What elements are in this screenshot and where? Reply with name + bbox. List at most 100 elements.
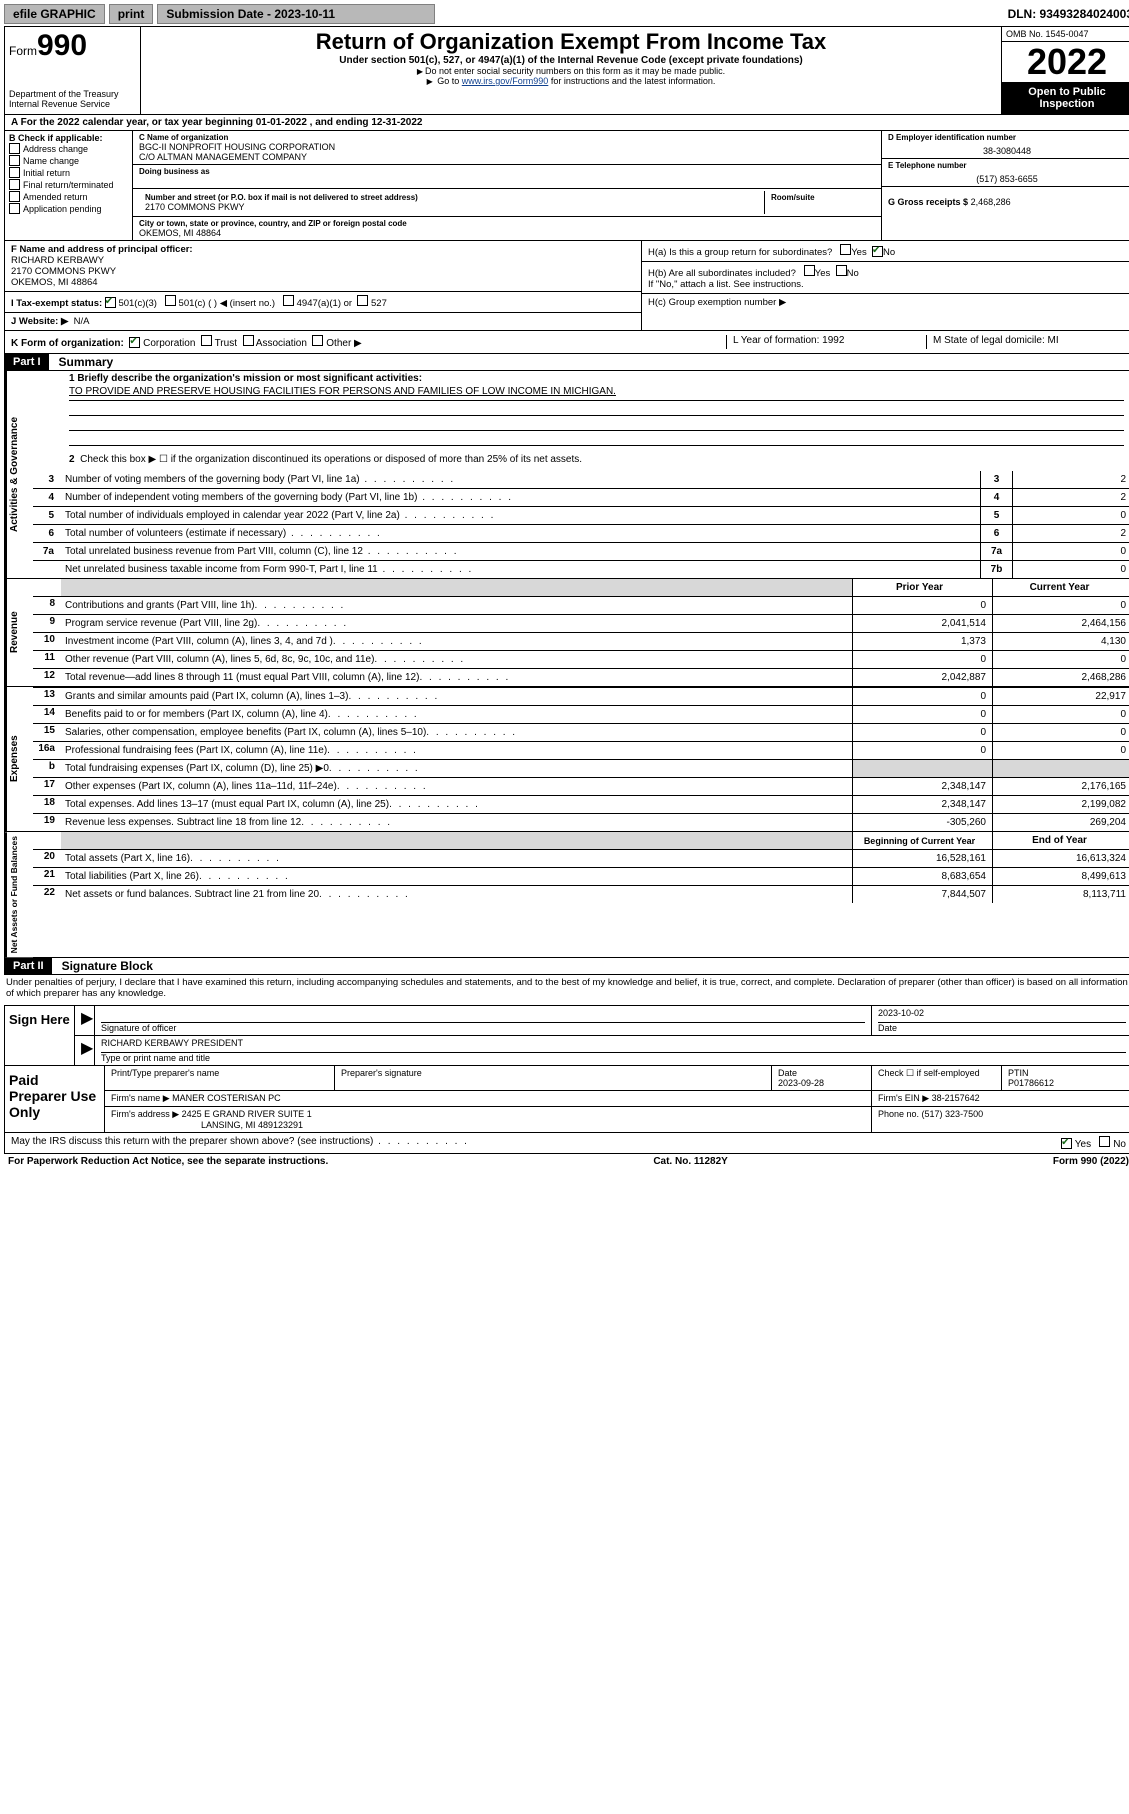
checkbox[interactable] bbox=[9, 155, 20, 166]
opt-501c3: 501(c)(3) bbox=[118, 298, 157, 309]
opt-corp: Corporation bbox=[143, 338, 195, 349]
line-current: 8,499,613 bbox=[992, 868, 1129, 885]
section-net-assets: Net Assets or Fund Balances Beginning of… bbox=[4, 832, 1129, 958]
line-num: 16a bbox=[33, 742, 61, 759]
discuss-no-checkbox[interactable] bbox=[1099, 1136, 1110, 1147]
assoc-checkbox[interactable] bbox=[243, 335, 254, 346]
row-hc: H(c) Group exemption number ▶ bbox=[642, 294, 1129, 311]
discuss-row: May the IRS discuss this return with the… bbox=[4, 1133, 1129, 1154]
dba-value bbox=[139, 176, 875, 186]
ha-label: H(a) Is this a group return for subordin… bbox=[648, 247, 832, 258]
line-desc: Salaries, other compensation, employee b… bbox=[61, 724, 852, 741]
501c-checkbox[interactable] bbox=[165, 295, 176, 306]
discuss-yes-checkbox[interactable] bbox=[1061, 1138, 1072, 1149]
header-left: Form990 Department of the Treasury Inter… bbox=[5, 27, 141, 114]
ha-no-checkbox[interactable] bbox=[872, 246, 883, 257]
subtitle-1: Under section 501(c), 527, or 4947(a)(1)… bbox=[147, 55, 995, 66]
gov-line: 6Total number of volunteers (estimate if… bbox=[33, 524, 1129, 542]
trust-checkbox[interactable] bbox=[201, 335, 212, 346]
sub3-post: for instructions and the latest informat… bbox=[548, 76, 715, 86]
line-desc: Total expenses. Add lines 13–17 (must eq… bbox=[61, 796, 852, 813]
gross-value: 2,468,286 bbox=[971, 197, 1011, 207]
checkbox[interactable] bbox=[9, 143, 20, 154]
vlabel-revenue: Revenue bbox=[5, 579, 33, 686]
line-desc: Total number of volunteers (estimate if … bbox=[61, 527, 980, 540]
city-label: City or town, state or province, country… bbox=[139, 219, 875, 228]
opt-527: 527 bbox=[371, 298, 387, 309]
dba-label: Doing business as bbox=[139, 167, 875, 176]
line-val: 2 bbox=[1012, 489, 1129, 506]
form-number: 990 bbox=[37, 29, 87, 62]
sig-arrow-icon: ▶ bbox=[75, 1006, 95, 1035]
officer-addr1: 2170 COMMONS PKWY bbox=[11, 266, 116, 277]
line1-label: 1 Briefly describe the organization's mi… bbox=[69, 373, 422, 384]
subtitle-3: Go to www.irs.gov/Form990 for instructio… bbox=[147, 76, 995, 86]
line-prior: 16,528,161 bbox=[852, 850, 992, 867]
line-num: 13 bbox=[33, 688, 61, 705]
header-right: OMB No. 1545-0047 2022 Open to Public In… bbox=[1002, 27, 1129, 114]
discuss-no: No bbox=[1113, 1139, 1126, 1150]
line-prior: 8,683,654 bbox=[852, 868, 992, 885]
data-line: 13Grants and similar amounts paid (Part … bbox=[33, 687, 1129, 705]
print-button[interactable]: print bbox=[109, 4, 154, 24]
line-boxnum: 7b bbox=[980, 561, 1012, 578]
line-num: 18 bbox=[33, 796, 61, 813]
data-line: 17Other expenses (Part IX, column (A), l… bbox=[33, 777, 1129, 795]
dln: DLN: 93493284024003 bbox=[1008, 7, 1129, 21]
line-desc: Revenue less expenses. Subtract line 18 … bbox=[61, 814, 852, 831]
dept-treasury: Department of the Treasury bbox=[9, 89, 136, 99]
row-i-label: I Tax-exempt status: bbox=[11, 298, 102, 309]
org-name-2: C/O ALTMAN MANAGEMENT COMPANY bbox=[139, 152, 875, 162]
paid-preparer-table: Paid Preparer Use Only Print/Type prepar… bbox=[4, 1066, 1129, 1133]
section-governance: Activities & Governance 1 Briefly descri… bbox=[4, 371, 1129, 579]
section-revenue: Revenue Prior Year Current Year 8Contrib… bbox=[4, 579, 1129, 687]
line-current: 2,176,165 bbox=[992, 778, 1129, 795]
other-checkbox[interactable] bbox=[312, 335, 323, 346]
col-b-item: Application pending bbox=[9, 203, 128, 214]
submission-date: Submission Date - 2023-10-11 bbox=[157, 4, 435, 24]
sub3-pre: Go to bbox=[437, 76, 462, 86]
vlabel-net: Net Assets or Fund Balances bbox=[5, 832, 33, 957]
officer-addr2: OKEMOS, MI 48864 bbox=[11, 277, 98, 288]
efile-button[interactable]: efile GRAPHIC bbox=[4, 4, 105, 24]
checkbox[interactable] bbox=[9, 167, 20, 178]
gov-line: 7aTotal unrelated business revenue from … bbox=[33, 542, 1129, 560]
line-current: 0 bbox=[992, 742, 1129, 759]
discuss-question: May the IRS discuss this return with the… bbox=[11, 1136, 469, 1150]
hb-no-checkbox[interactable] bbox=[836, 265, 847, 276]
line-num: 9 bbox=[33, 615, 61, 632]
part1-title: Summary bbox=[49, 355, 114, 369]
hb-note: If "No," attach a list. See instructions… bbox=[648, 279, 804, 290]
firm-addr-2: LANSING, MI 489123291 bbox=[111, 1120, 303, 1130]
501c3-checkbox[interactable] bbox=[105, 297, 116, 308]
prep-self-emp: Check ☐ if self-employed bbox=[872, 1066, 1002, 1090]
col-c: C Name of organization BGC-II NONPROFIT … bbox=[133, 131, 882, 240]
mission-blank-1 bbox=[69, 403, 1124, 416]
line-val: 2 bbox=[1012, 471, 1129, 488]
opt-501c: 501(c) ( ) ◀ (insert no.) bbox=[179, 298, 276, 309]
4947-checkbox[interactable] bbox=[283, 295, 294, 306]
irs-link[interactable]: www.irs.gov/Form990 bbox=[462, 76, 549, 86]
sig-field[interactable] bbox=[101, 1008, 865, 1023]
line-desc: Net unrelated business taxable income fr… bbox=[61, 563, 980, 576]
checkbox-label: Name change bbox=[23, 156, 79, 166]
line-current: 22,917 bbox=[992, 688, 1129, 705]
checkbox[interactable] bbox=[9, 191, 20, 202]
line-desc: Grants and similar amounts paid (Part IX… bbox=[61, 688, 852, 705]
omb-number: OMB No. 1545-0047 bbox=[1002, 27, 1129, 42]
checkbox[interactable] bbox=[9, 203, 20, 214]
corp-checkbox[interactable] bbox=[129, 337, 140, 348]
line-current: 0 bbox=[992, 706, 1129, 723]
line-num: 19 bbox=[33, 814, 61, 831]
line-desc: Number of independent voting members of … bbox=[61, 491, 980, 504]
527-checkbox[interactable] bbox=[357, 295, 368, 306]
line-desc: Total unrelated business revenue from Pa… bbox=[61, 545, 980, 558]
checkbox[interactable] bbox=[9, 179, 20, 190]
hb-yes-checkbox[interactable] bbox=[804, 265, 815, 276]
name-label: C Name of organization bbox=[139, 133, 875, 142]
line-current: 2,468,286 bbox=[992, 669, 1129, 686]
line-prior: 0 bbox=[852, 597, 992, 614]
line-num: 15 bbox=[33, 724, 61, 741]
opt-4947: 4947(a)(1) or bbox=[297, 298, 352, 309]
ha-yes-checkbox[interactable] bbox=[840, 244, 851, 255]
